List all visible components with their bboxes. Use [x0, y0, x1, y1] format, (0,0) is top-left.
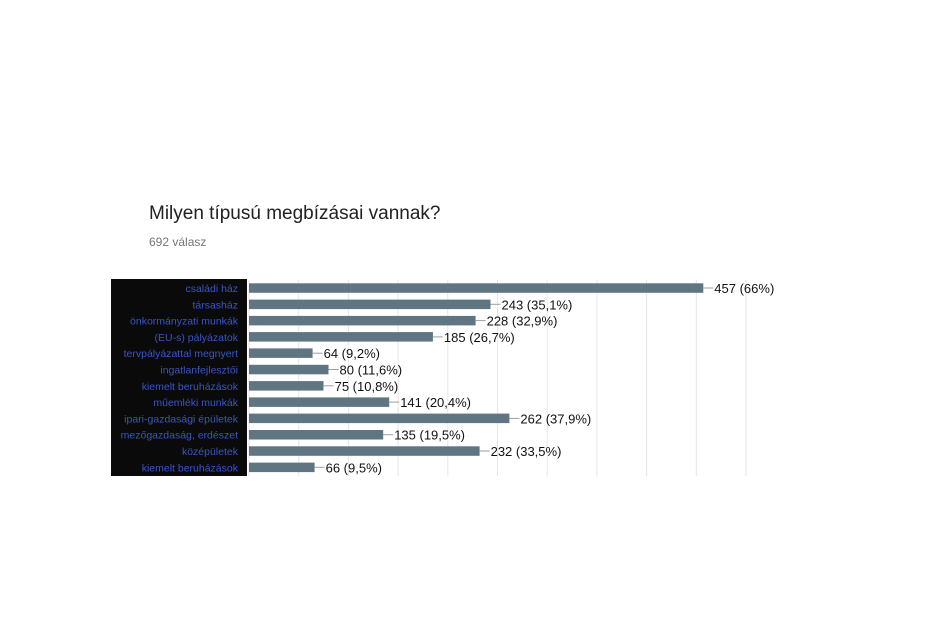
- value-label: 80 (11,6%): [340, 363, 403, 378]
- category-label: ipari-gazdasági épületek: [124, 413, 239, 425]
- bars: családi ház 457 (66%) társasház 243 (35,1%)…: [121, 281, 775, 475]
- value-label: 457 (66%): [714, 281, 774, 296]
- value-label: 66 (9,5%): [326, 460, 382, 475]
- bar[interactable]: [249, 381, 324, 391]
- value-label: 232 (33,5%): [491, 444, 562, 459]
- bar[interactable]: [249, 446, 480, 456]
- bar[interactable]: [249, 348, 313, 358]
- bar[interactable]: [249, 397, 390, 407]
- bar[interactable]: [249, 430, 384, 440]
- bar[interactable]: [249, 413, 510, 424]
- category-label: tervpályázattal megnyert: [124, 348, 238, 360]
- value-label: 141 (20,4%): [400, 395, 471, 410]
- value-label: 262 (37,9%): [520, 411, 591, 426]
- bar[interactable]: [249, 283, 704, 293]
- category-label-panel: [111, 279, 247, 476]
- category-label: kiemelt beruházások: [142, 462, 239, 474]
- bar[interactable]: [249, 332, 433, 342]
- category-label: (EU-s) pályázatok: [155, 332, 239, 344]
- value-label: 243 (35,1%): [502, 297, 573, 312]
- category-label: önkormányzati munkák: [130, 316, 239, 328]
- bar[interactable]: [249, 315, 476, 326]
- value-label: 185 (26,7%): [444, 330, 515, 345]
- bar[interactable]: [249, 299, 491, 310]
- value-label: 75 (10,8%): [335, 379, 399, 394]
- category-label: műemléki munkák: [153, 397, 238, 409]
- category-label: ingatlanfejlesztői: [160, 365, 238, 377]
- bar[interactable]: [249, 364, 329, 375]
- grid-lines: [248, 280, 747, 476]
- category-label: mezőgazdaság, erdészet: [121, 430, 238, 442]
- category-label: középületek: [182, 446, 239, 458]
- value-label: 135 (19,5%): [394, 428, 465, 443]
- category-label: társasház: [192, 299, 238, 311]
- bar[interactable]: [249, 462, 315, 473]
- category-label: családi ház: [185, 283, 238, 295]
- chart-title: Milyen típusú megbízásai vannak?: [149, 203, 441, 224]
- value-label: 228 (32,9%): [487, 314, 558, 329]
- value-label: 64 (9,2%): [324, 346, 380, 361]
- category-label: kiemelt beruházások: [142, 381, 239, 393]
- response-count: 692 válasz: [149, 235, 207, 249]
